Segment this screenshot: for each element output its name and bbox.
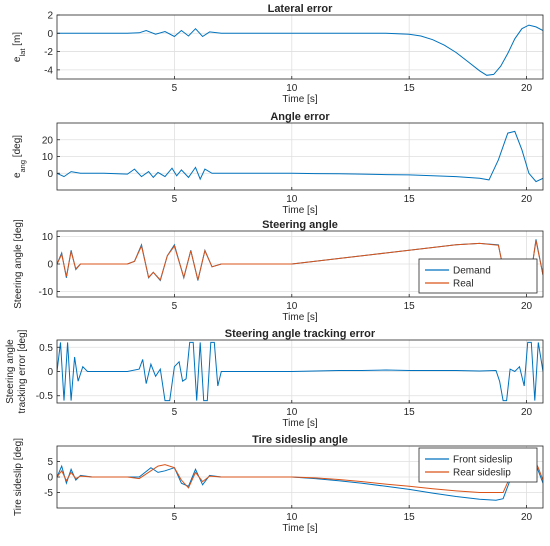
x-tick-label: 5 bbox=[172, 407, 178, 418]
y-tick-label: 5 bbox=[47, 457, 53, 468]
y-axis-label: elat [m] bbox=[12, 32, 27, 62]
legend: Front sideslip Rear sideslip bbox=[418, 447, 538, 483]
y-tick-label: 2 bbox=[47, 11, 53, 22]
y-tick-label: 10 bbox=[42, 232, 54, 243]
series-line-real bbox=[57, 240, 543, 291]
x-tick-label: 15 bbox=[404, 407, 416, 418]
x-tick-label: 5 bbox=[172, 83, 178, 94]
y-axis-label: Steering angle [deg] bbox=[13, 219, 24, 309]
x-tick-label: 10 bbox=[286, 301, 298, 312]
y-tick-label: 20 bbox=[42, 135, 54, 146]
plot-area bbox=[57, 15, 543, 79]
chart-panel-4: 5 10 15 20 -0.5 0 0.5 Steering angle tracking e… bbox=[5, 328, 544, 429]
chart-panel-5: 5 10 15 20 -5 0 5 Tire sideslip angle Time [s] Ti… bbox=[13, 434, 544, 534]
y-tick-label: 0 bbox=[47, 169, 53, 180]
x-tick-label: 15 bbox=[404, 194, 416, 205]
x-tick-label: 10 bbox=[286, 194, 298, 205]
x-axis-label: Time [s] bbox=[282, 312, 317, 323]
y-tick-label: 0 bbox=[47, 367, 53, 378]
y-tick-label: 0 bbox=[47, 29, 53, 40]
x-axis-label: Time [s] bbox=[282, 205, 317, 216]
legend-label-demand: Demand bbox=[453, 266, 491, 277]
series-line-1 bbox=[57, 24, 543, 76]
chart-title: Tire sideslip angle bbox=[252, 434, 348, 446]
x-tick-label: 10 bbox=[286, 83, 298, 94]
legend-label-rear-sideslip: Rear sideslip bbox=[453, 468, 511, 479]
y-tick-label: -2 bbox=[44, 47, 53, 58]
legend-label-real: Real bbox=[453, 279, 474, 290]
x-axis-label: Time [s] bbox=[282, 523, 317, 534]
chart-title: Lateral error bbox=[268, 3, 334, 15]
legend: Demand Real bbox=[418, 258, 538, 294]
series-line-1 bbox=[57, 341, 543, 402]
x-axis-label: Time [s] bbox=[282, 94, 317, 105]
chart-title: Steering angle bbox=[262, 219, 338, 231]
x-tick-label: 10 bbox=[286, 512, 298, 523]
x-tick-label: 10 bbox=[286, 407, 298, 418]
legend-label-front-sideslip: Front sideslip bbox=[453, 455, 513, 466]
x-tick-label: 15 bbox=[404, 83, 416, 94]
axes-box bbox=[56, 14, 544, 80]
x-tick-label: 5 bbox=[172, 301, 178, 312]
x-tick-label: 15 bbox=[404, 512, 416, 523]
chart-panel-2: 5 10 15 20 0 10 20 Angle error Time [s] eang [deg… bbox=[12, 111, 544, 216]
chart-panel-3: 5 10 15 20 -10 0 10 Steering angle Time [s] Steer… bbox=[13, 219, 544, 323]
y-axis-label: eang [deg] bbox=[12, 135, 27, 178]
y-tick-label: -0.5 bbox=[36, 391, 54, 402]
legend-box bbox=[418, 447, 538, 483]
legend-box bbox=[418, 258, 538, 294]
x-tick-label: 5 bbox=[172, 194, 178, 205]
chart-title: Steering angle tracking error bbox=[225, 328, 376, 340]
series-line-rear-sideslip bbox=[57, 453, 543, 493]
x-tick-label: 20 bbox=[521, 83, 533, 94]
x-tick-label: 20 bbox=[521, 301, 533, 312]
y-tick-label: -4 bbox=[44, 65, 53, 76]
y-tick-label: -10 bbox=[39, 287, 54, 298]
x-tick-label: 20 bbox=[521, 407, 533, 418]
y-tick-label: -5 bbox=[44, 488, 53, 499]
x-tick-label: 5 bbox=[172, 512, 178, 523]
x-tick-label: 20 bbox=[521, 512, 533, 523]
series-line-1 bbox=[57, 130, 543, 183]
y-tick-label: 0.5 bbox=[39, 343, 53, 354]
x-tick-label: 20 bbox=[521, 194, 533, 205]
chart-title: Angle error bbox=[270, 111, 330, 123]
y-axis-label: Tire sideslip [deg] bbox=[13, 438, 24, 516]
x-tick-label: 15 bbox=[404, 301, 416, 312]
y-tick-label: 0 bbox=[47, 260, 53, 271]
y-tick-label: 0 bbox=[47, 473, 53, 484]
chart-panel-1: 5 10 15 20 -4 -2 0 2 Lateral error Time [s] elat [… bbox=[12, 3, 544, 105]
x-axis-label: Time [s] bbox=[282, 418, 317, 429]
y-tick-label: 10 bbox=[42, 152, 54, 163]
y-axis-label: Steering angletracking error [deg] bbox=[5, 329, 28, 413]
